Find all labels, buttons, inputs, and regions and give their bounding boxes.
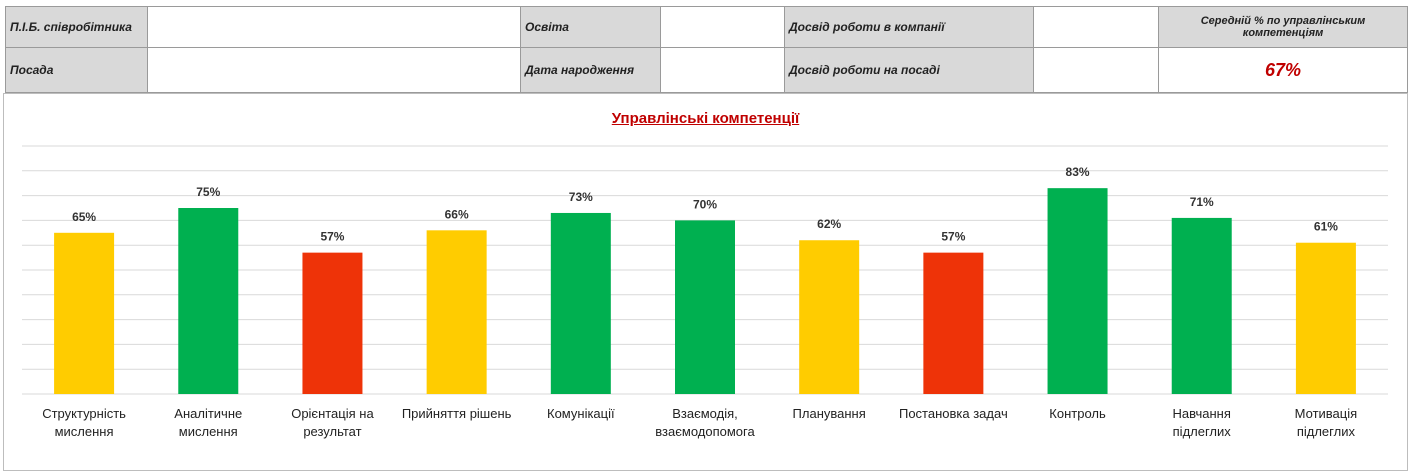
cell[interactable] <box>1033 6 1159 48</box>
x-tick-label: Мотивація підлеглих <box>1294 406 1358 439</box>
cell: Досвід роботи в компанії <box>784 6 1034 48</box>
cell[interactable] <box>147 6 521 48</box>
data-label: 65% <box>72 210 96 224</box>
x-tick-label: Прийняття рішень <box>401 406 512 421</box>
bar <box>923 252 984 394</box>
data-label: 61% <box>1314 220 1338 234</box>
bar <box>675 220 735 394</box>
cell: 67% <box>1158 47 1408 93</box>
x-tick-label: Структурність мислення <box>42 406 126 439</box>
x-tick-label: Комунікації <box>547 406 615 421</box>
bar <box>426 230 487 394</box>
x-tick-label: Аналітичне мислення <box>174 406 243 439</box>
bar <box>1047 188 1108 394</box>
bar <box>1171 217 1232 394</box>
chart-svg: 65% 75% 57% 66% 73% 70% 62% 57% 83% 71% 61% <box>22 145 1388 395</box>
bar <box>54 232 115 394</box>
cell: П.І.Б. співробітника <box>5 6 148 48</box>
x-tick-label: Планування <box>792 406 866 421</box>
x-tick-label: Постановка задач <box>898 406 1008 421</box>
data-label: 75% <box>196 185 220 199</box>
data-label: 71% <box>1190 195 1214 209</box>
x-tick-label: Контроль <box>1049 406 1106 421</box>
data-label: 66% <box>445 207 469 221</box>
bar <box>178 208 239 394</box>
cell[interactable] <box>660 47 785 93</box>
cell: Середній % по управлінським компетенціям <box>1158 6 1408 48</box>
header-table: П.І.Б. співробітника Освіта Досвід робот… <box>5 6 1408 93</box>
bar <box>799 240 860 394</box>
data-label: 62% <box>817 217 841 231</box>
data-label: 57% <box>320 230 344 244</box>
x-tick-label: Навчання підлеглих <box>1172 406 1231 439</box>
bar <box>550 212 611 394</box>
cell: Досвід роботи на посаді <box>784 47 1034 93</box>
cell: Освіта <box>520 6 661 48</box>
data-label: 83% <box>1066 165 1090 179</box>
cell[interactable] <box>147 47 521 93</box>
data-label: 70% <box>693 197 717 211</box>
x-tick-label: Взаємодія, взаємодопомога <box>655 406 755 439</box>
cell: Дата народження <box>520 47 661 93</box>
bar <box>302 252 363 394</box>
data-label: 57% <box>941 230 965 244</box>
x-tick-label: Орієнтація на результат <box>291 406 374 439</box>
data-label: 73% <box>569 190 593 204</box>
cell: Посада <box>5 47 148 93</box>
cell[interactable] <box>1033 47 1159 93</box>
cell[interactable] <box>660 6 785 48</box>
bar <box>1295 242 1356 394</box>
chart-title: Управлінські компетенції <box>611 110 800 127</box>
chart: 65% 75% 57% 66% 73% 70% 62% 57% 83% 71% 61% Управл… <box>3 93 1408 471</box>
